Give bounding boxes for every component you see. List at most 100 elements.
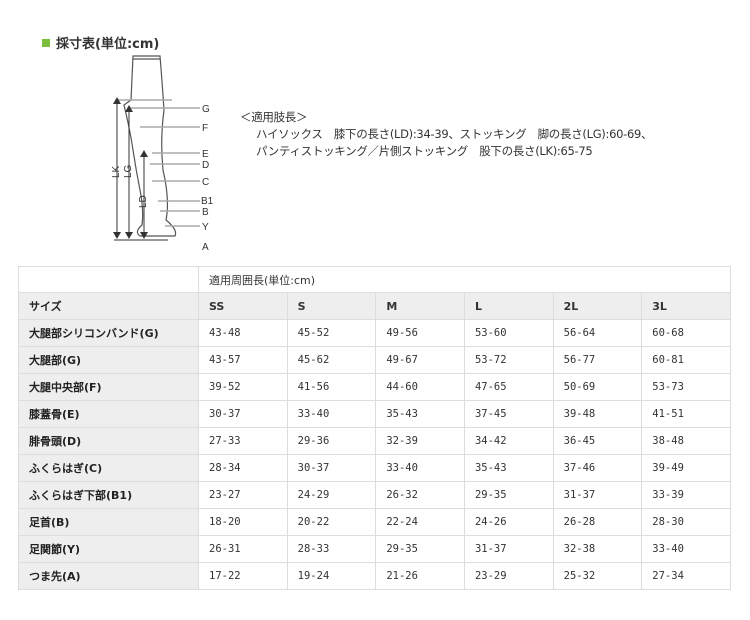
point-label: E	[202, 149, 209, 160]
size-range-cell: 33-40	[375, 454, 465, 482]
row-label: 大腿部(G)	[18, 346, 199, 374]
size-range-cell: 60-81	[641, 346, 731, 374]
size-range-cell: 30-37	[198, 400, 288, 428]
size-range-cell: 45-62	[286, 346, 377, 374]
size-range-cell: 27-34	[641, 562, 731, 590]
size-range-cell: 28-33	[286, 535, 377, 563]
size-range-cell: 29-36	[286, 427, 377, 455]
size-table: 適用周囲長(単位:cm) サイズ SS S M L 2L 3L 大腿部シリコンバンド(G) 4…	[18, 266, 731, 590]
table-row: ふくらはぎ(C) 28-34 30-37 33-40 35-43 37-46 39-49	[18, 454, 731, 482]
size-range-cell: 45-52	[286, 319, 377, 347]
row-label: ふくらはぎ下部(B1)	[18, 481, 199, 509]
size-range-cell: 29-35	[375, 535, 465, 563]
size-range-cell: 26-28	[552, 508, 643, 536]
point-label: B1	[201, 196, 214, 207]
size-range-cell: 37-46	[552, 454, 643, 482]
size-range-cell: 41-51	[641, 400, 731, 428]
table-row: 足首(B) 18-20 20-22 22-24 24-26 26-28 28-30	[18, 508, 731, 536]
note-heading: ＜適用肢長＞	[240, 110, 308, 124]
size-range-cell: 26-32	[375, 481, 465, 509]
point-label: F	[202, 123, 208, 134]
row-label: 膝蓋骨(E)	[18, 400, 199, 428]
size-range-cell: 26-31	[198, 535, 288, 563]
size-range-cell: 36-45	[552, 427, 643, 455]
row-label: 腓骨頭(D)	[18, 427, 199, 455]
point-label: C	[202, 177, 209, 188]
table-row: 大腿部シリコンバンド(G) 43-48 45-52 49-56 53-60 56-64 60…	[18, 319, 731, 347]
size-range-cell: 39-52	[198, 373, 288, 401]
size-range-cell: 23-27	[198, 481, 288, 509]
size-range-cell: 60-68	[641, 319, 731, 347]
size-range-cell: 28-34	[198, 454, 288, 482]
note-line: パンティストッキング／片側ストッキング 股下の長さ(LK):65-75	[256, 144, 593, 158]
section-title: 採寸表(単位:cm)	[42, 33, 159, 52]
point-label: B	[202, 207, 209, 218]
row-label: 足首(B)	[18, 508, 199, 536]
size-header: L	[463, 292, 554, 320]
size-range-cell: 24-29	[286, 481, 377, 509]
size-range-cell: 32-38	[552, 535, 643, 563]
size-range-cell: 39-48	[552, 400, 643, 428]
row-label: 大腿部シリコンバンド(G)	[18, 319, 199, 347]
size-range-cell: 31-37	[552, 481, 643, 509]
size-range-cell: 53-72	[463, 346, 554, 374]
size-range-cell: 38-48	[641, 427, 731, 455]
size-range-cell: 39-49	[641, 454, 731, 482]
size-range-cell: 56-77	[552, 346, 643, 374]
size-range-cell: 44-60	[375, 373, 465, 401]
size-range-cell: 43-48	[198, 319, 288, 347]
size-range-cell: 43-57	[198, 346, 288, 374]
note-line: ハイソックス 膝下の長さ(LD):34-39、ストッキング 脚の長さ(LG):6…	[256, 127, 653, 141]
title-text: 採寸表(単位:cm)	[56, 37, 160, 52]
size-range-cell: 33-40	[641, 535, 731, 563]
size-range-cell: 20-22	[286, 508, 377, 536]
size-header-row: サイズ SS S M L 2L 3L	[18, 292, 731, 320]
table-row: 大腿部(G) 43-57 45-62 49-67 53-72 56-77 60-81	[18, 346, 731, 374]
size-header: S	[286, 292, 377, 320]
size-range-cell: 17-22	[198, 562, 288, 590]
size-range-cell: 56-64	[552, 319, 643, 347]
leg-diagram: G F E D C B1 B Y A LK LG LD	[111, 55, 214, 253]
size-range-cell: 19-24	[286, 562, 377, 590]
size-range-cell: 29-35	[463, 481, 554, 509]
size-range-cell: 22-24	[375, 508, 465, 536]
table-row: つま先(A) 17-22 19-24 21-26 23-29 25-32 27-34	[18, 562, 731, 590]
size-range-cell: 33-39	[641, 481, 731, 509]
size-range-cell: 31-37	[463, 535, 554, 563]
group-header-row: 適用周囲長(単位:cm)	[18, 266, 731, 293]
size-range-cell: 25-32	[552, 562, 643, 590]
row-label: 大腿中央部(F)	[18, 373, 199, 401]
size-range-cell: 37-45	[463, 400, 554, 428]
length-label: LG	[123, 164, 134, 178]
row-label: 足関節(Y)	[18, 535, 199, 563]
row-label: ふくらはぎ(C)	[18, 454, 199, 482]
size-header: SS	[198, 292, 288, 320]
size-header: M	[375, 292, 465, 320]
length-label: LK	[111, 165, 122, 178]
size-range-cell: 32-39	[375, 427, 465, 455]
table-row: 腓骨頭(D) 27-33 29-36 32-39 34-42 36-45 38-48	[18, 427, 731, 455]
size-range-cell: 49-56	[375, 319, 465, 347]
applicable-length-note: ＜適用肢長＞ ハイソックス 膝下の長さ(LD):34-39、ストッキング 脚の長…	[240, 109, 652, 160]
size-header: 3L	[641, 292, 731, 320]
size-range-cell: 47-65	[463, 373, 554, 401]
length-label: LD	[138, 195, 149, 208]
size-range-cell: 35-43	[463, 454, 554, 482]
size-range-cell: 41-56	[286, 373, 377, 401]
point-label: G	[202, 104, 210, 115]
size-range-cell: 34-42	[463, 427, 554, 455]
size-range-cell: 53-73	[641, 373, 731, 401]
group-header: 適用周囲長(単位:cm)	[198, 266, 731, 293]
size-label: サイズ	[18, 292, 199, 320]
size-header: 2L	[552, 292, 643, 320]
size-range-cell: 23-29	[463, 562, 554, 590]
size-range-cell: 18-20	[198, 508, 288, 536]
size-range-cell: 49-67	[375, 346, 465, 374]
table-row: 膝蓋骨(E) 30-37 33-40 35-43 37-45 39-48 41-51	[18, 400, 731, 428]
size-range-cell: 30-37	[286, 454, 377, 482]
row-label: つま先(A)	[18, 562, 199, 590]
table-row: 足関節(Y) 26-31 28-33 29-35 31-37 32-38 33-40	[18, 535, 731, 563]
size-range-cell: 53-60	[463, 319, 554, 347]
size-range-cell: 27-33	[198, 427, 288, 455]
size-range-cell: 35-43	[375, 400, 465, 428]
